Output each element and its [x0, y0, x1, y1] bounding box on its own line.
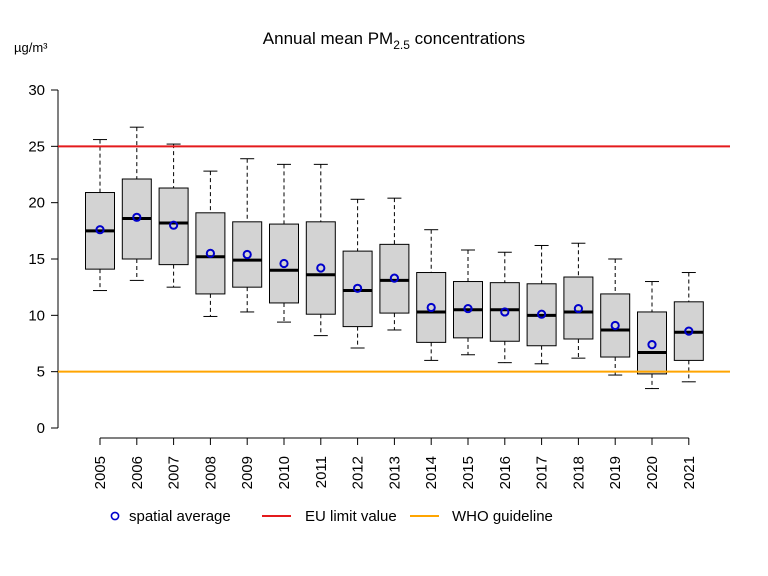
chart-title-suffix: concentrations [410, 29, 525, 48]
box-2007 [158, 143, 189, 288]
box-2017 [526, 244, 557, 365]
box-2015 [453, 249, 483, 356]
legend-label-eu-limit: EU limit value [305, 508, 397, 525]
x-tick-label: 2019 [607, 456, 624, 489]
box-2005 [85, 139, 115, 292]
y-tick-label: 0 [37, 420, 45, 437]
y-tick-label: 15 [28, 251, 45, 268]
box-2020 [637, 281, 667, 390]
iqr-box [379, 243, 410, 314]
iqr-box [563, 276, 594, 340]
box-2018 [563, 242, 594, 359]
legend-spatial-average-marker [110, 511, 120, 521]
box-2012 [342, 198, 373, 349]
iqr-box [637, 311, 667, 375]
x-tick-label: 2013 [386, 456, 403, 489]
spatial-average-point-2006 [132, 212, 142, 222]
chart-title: Annual mean PM2.5 concentrations [263, 29, 525, 52]
x-tick-label: 2010 [276, 456, 293, 489]
y-tick-label: 20 [28, 195, 45, 212]
x-tick-label: 2012 [350, 456, 367, 489]
spatial-average-point-2009 [242, 249, 252, 260]
x-tick-label: 2006 [129, 456, 146, 489]
x-tick-label: 2021 [681, 456, 698, 489]
box-2010 [269, 163, 299, 323]
chart-title-prefix: Annual mean PM [263, 29, 393, 48]
iqr-box [600, 293, 631, 358]
legend: spatial average EU limit value WHO guideli… [110, 508, 553, 525]
iqr-box [158, 187, 189, 266]
iqr-box [416, 272, 447, 343]
y-tick-label: 25 [28, 138, 45, 155]
spatial-average-point-2020 [647, 340, 657, 350]
box-2008 [195, 170, 226, 317]
spatial-average-point-2008 [205, 248, 215, 258]
iqr-box [269, 223, 299, 304]
spatial-average-point-2007 [169, 220, 179, 230]
x-tick-label: 2005 [92, 456, 109, 489]
spatial-average-point-2019 [610, 320, 620, 331]
y-tick-label: 5 [37, 364, 45, 381]
x-tick-label: 2009 [239, 456, 256, 489]
spatial-average-point-2018 [573, 303, 584, 314]
spatial-average-point-2010 [279, 258, 289, 269]
iqr-box [232, 221, 263, 288]
x-tick-label: 2018 [570, 456, 587, 489]
legend-label-who-guideline: WHO guideline [452, 508, 553, 525]
x-tick-label: 2017 [534, 456, 551, 489]
spatial-average-point-2005 [95, 225, 105, 235]
box-2021 [673, 272, 704, 383]
plot-area: 0 5 10 15 20 25 30 2005 2006 2007 2008 2009 2010 2011… [28, 82, 730, 489]
x-tick-label: 2015 [460, 456, 477, 489]
box-2019 [600, 258, 631, 376]
chart-title-subscript: 2.5 [393, 38, 410, 52]
iqr-box [195, 212, 226, 295]
box-2011 [305, 163, 336, 337]
box-2013 [379, 197, 410, 331]
spatial-average-point-2021 [684, 326, 694, 336]
box-2009 [232, 158, 263, 313]
box-2016 [489, 251, 520, 364]
iqr-box [342, 250, 373, 328]
spatial-average-point-2016 [500, 307, 510, 317]
spatial-average-point-2014 [426, 302, 436, 313]
x-tick-label: 2020 [644, 456, 661, 489]
box-2006 [121, 126, 152, 281]
spatial-average-point-2012 [353, 283, 363, 293]
y-tick-label: 10 [28, 307, 45, 324]
box-2014 [416, 229, 447, 361]
x-tick-label: 2007 [166, 456, 183, 489]
x-tick-label: 2008 [202, 456, 219, 489]
spatial-average-point-2011 [316, 263, 326, 273]
legend-label-spatial-average: spatial average [129, 508, 231, 525]
spatial-average-point-2015 [463, 303, 473, 314]
x-tick-label: 2011 [313, 456, 330, 488]
y-axis-unit-label: µg/m³ [14, 40, 48, 55]
y-tick-label: 30 [28, 82, 45, 99]
x-tick-label: 2016 [497, 456, 514, 489]
iqr-box [489, 282, 520, 342]
iqr-box [305, 221, 336, 315]
x-tick-label: 2014 [423, 456, 440, 489]
spatial-average-point-2013 [389, 273, 399, 283]
spatial-average-point-2017 [537, 309, 547, 319]
